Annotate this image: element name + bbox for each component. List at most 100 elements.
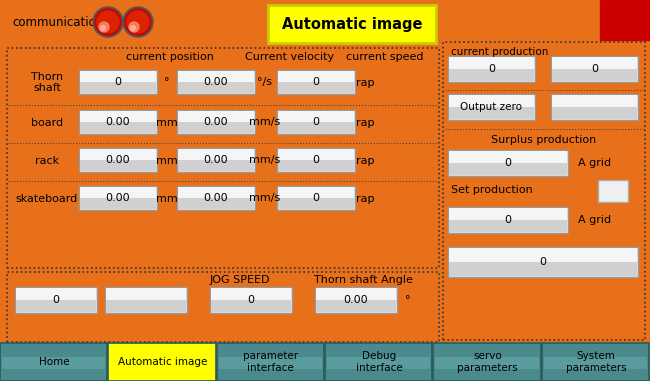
Text: 0: 0 xyxy=(313,117,320,127)
Bar xyxy=(80,187,156,198)
Bar xyxy=(80,71,156,82)
Bar xyxy=(598,180,628,202)
Bar xyxy=(177,110,255,134)
Circle shape xyxy=(97,11,119,33)
Text: Output zero: Output zero xyxy=(460,102,523,112)
Bar xyxy=(552,107,637,119)
Bar xyxy=(79,110,157,134)
Bar xyxy=(543,357,647,369)
Bar xyxy=(16,300,96,312)
Bar xyxy=(449,151,567,163)
Bar xyxy=(449,69,534,81)
Bar xyxy=(541,343,649,381)
Text: 0: 0 xyxy=(540,257,547,267)
Bar xyxy=(7,272,439,342)
Circle shape xyxy=(95,9,121,35)
Bar xyxy=(177,70,255,94)
Bar xyxy=(278,122,354,133)
Bar xyxy=(325,343,432,381)
Text: current position: current position xyxy=(126,52,214,62)
Text: 0: 0 xyxy=(591,64,598,74)
Bar xyxy=(316,288,396,300)
Bar xyxy=(448,56,535,82)
Bar xyxy=(443,42,645,340)
Bar xyxy=(211,300,291,312)
Bar xyxy=(449,208,567,220)
Text: 0.00: 0.00 xyxy=(203,155,228,165)
Bar xyxy=(278,149,354,160)
Bar xyxy=(80,160,156,171)
Bar xyxy=(278,71,354,82)
Bar xyxy=(448,247,638,277)
Bar xyxy=(552,69,637,81)
Text: 0.00: 0.00 xyxy=(106,117,130,127)
Text: 0.00: 0.00 xyxy=(203,77,228,87)
Text: communication: communication xyxy=(12,16,103,29)
Circle shape xyxy=(93,7,123,37)
Text: mm: mm xyxy=(156,117,178,128)
Text: 0: 0 xyxy=(53,295,60,305)
Bar xyxy=(449,248,637,262)
Text: mm/s: mm/s xyxy=(250,194,281,203)
Bar xyxy=(80,149,156,160)
Text: mm/s: mm/s xyxy=(250,117,281,128)
Text: rap: rap xyxy=(356,155,374,165)
Text: 0: 0 xyxy=(313,77,320,87)
Text: 0.00: 0.00 xyxy=(344,295,369,305)
Bar xyxy=(80,111,156,122)
Text: 0.00: 0.00 xyxy=(203,117,228,127)
Text: Current velocity: Current velocity xyxy=(246,52,335,62)
Bar xyxy=(277,110,355,134)
Text: mm/s: mm/s xyxy=(250,155,281,165)
Text: 0: 0 xyxy=(488,64,495,74)
Text: 0.00: 0.00 xyxy=(203,193,228,203)
Bar xyxy=(277,186,355,210)
Text: Automatic image: Automatic image xyxy=(118,357,207,367)
Text: °: ° xyxy=(405,295,411,305)
Text: Home: Home xyxy=(39,357,70,367)
Bar xyxy=(552,95,637,107)
Bar xyxy=(278,111,354,122)
Bar xyxy=(278,160,354,171)
Text: rap: rap xyxy=(356,194,374,203)
Bar xyxy=(80,122,156,133)
Circle shape xyxy=(125,9,151,35)
Text: skateboard: skateboard xyxy=(16,194,78,203)
Bar xyxy=(178,71,254,82)
Circle shape xyxy=(99,22,109,32)
Text: 0.00: 0.00 xyxy=(106,155,130,165)
Bar xyxy=(178,198,254,209)
Bar xyxy=(277,148,355,172)
Bar xyxy=(80,198,156,209)
Text: 0: 0 xyxy=(504,158,512,168)
Text: Set production: Set production xyxy=(451,185,533,195)
Text: °/s: °/s xyxy=(257,77,272,88)
Text: rack: rack xyxy=(35,155,59,165)
Bar xyxy=(2,357,105,369)
Bar xyxy=(16,288,96,300)
Bar xyxy=(449,220,567,232)
Bar xyxy=(0,343,107,381)
Text: 0: 0 xyxy=(114,77,122,87)
Bar xyxy=(327,357,430,369)
Circle shape xyxy=(131,26,135,30)
Bar xyxy=(449,163,567,175)
Text: Debug
interface: Debug interface xyxy=(356,351,402,373)
Text: °: ° xyxy=(164,77,170,88)
Text: mm: mm xyxy=(156,155,178,165)
Text: A grid: A grid xyxy=(578,215,611,225)
Bar xyxy=(178,149,254,160)
Circle shape xyxy=(101,26,105,30)
Bar xyxy=(79,70,157,94)
Text: servo
parameters: servo parameters xyxy=(457,351,518,373)
Text: 0: 0 xyxy=(313,155,320,165)
Bar xyxy=(109,343,216,381)
Bar xyxy=(551,94,638,120)
Circle shape xyxy=(127,11,149,33)
Text: current speed: current speed xyxy=(346,52,424,62)
Bar xyxy=(216,343,324,381)
Text: Surplus production: Surplus production xyxy=(491,135,597,145)
Bar xyxy=(434,343,541,381)
Text: parameter
interface: parameter interface xyxy=(243,351,298,373)
Bar xyxy=(177,186,255,210)
